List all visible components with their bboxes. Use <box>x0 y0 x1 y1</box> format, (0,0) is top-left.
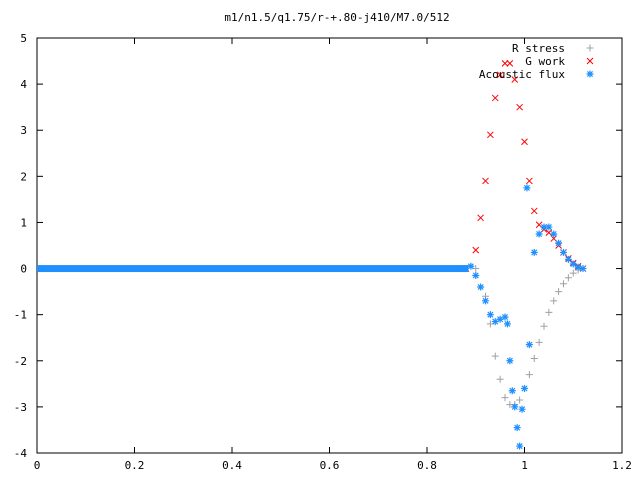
data-point <box>518 405 526 413</box>
data-point <box>496 71 504 79</box>
legend-marker <box>586 44 594 52</box>
data-point <box>545 308 553 316</box>
x-tick-label: 0.4 <box>222 459 242 472</box>
data-point <box>511 403 519 411</box>
x-tick-label: 0.2 <box>125 459 145 472</box>
data-point <box>564 255 572 263</box>
series-plus <box>472 265 587 409</box>
data-point <box>491 318 499 326</box>
y-tick-label: 1 <box>20 216 27 229</box>
data-point <box>560 248 567 256</box>
x-tick-label: 1.2 <box>612 459 632 472</box>
data-point <box>516 103 523 111</box>
data-point <box>526 177 533 185</box>
data-point <box>472 246 480 254</box>
data-point <box>545 229 553 236</box>
data-point <box>579 265 587 273</box>
data-point <box>491 352 499 360</box>
data-point <box>555 288 563 296</box>
data-point <box>496 315 504 323</box>
data-point <box>530 207 538 215</box>
data-point <box>472 271 480 279</box>
data-point <box>545 223 553 231</box>
y-tick-label: 5 <box>20 32 27 45</box>
data-point <box>530 248 538 256</box>
y-tick-label: -1 <box>14 309 27 322</box>
y-tick-label: 3 <box>20 124 27 137</box>
data-marks <box>37 60 587 450</box>
data-point <box>550 297 558 305</box>
data-point <box>516 396 524 404</box>
y-tick-label: 4 <box>20 78 27 91</box>
data-point <box>491 94 499 102</box>
data-point <box>506 60 514 67</box>
chart-title: m1/n1.5/q1.75/r-+.80-j410/M7.0/512 <box>224 11 449 24</box>
data-point <box>511 76 519 83</box>
data-point <box>535 338 543 346</box>
data-point <box>516 442 524 450</box>
data-point <box>477 214 484 222</box>
data-point <box>540 223 548 231</box>
data-point <box>525 371 533 379</box>
data-point <box>523 184 531 192</box>
legend-marker <box>586 57 594 65</box>
legend-marker <box>586 70 594 78</box>
data-point <box>487 131 494 139</box>
data-point <box>486 311 494 319</box>
data-point <box>569 269 577 277</box>
data-point <box>521 384 528 392</box>
data-point <box>503 320 511 328</box>
data-point <box>564 274 572 282</box>
data-point <box>530 354 538 362</box>
data-point <box>560 280 567 288</box>
data-point <box>467 262 475 270</box>
series-star <box>37 184 587 450</box>
data-point <box>513 424 521 432</box>
data-point <box>477 283 485 291</box>
data-point <box>496 375 504 383</box>
data-point <box>535 230 543 238</box>
legend-label: Acoustic flux <box>479 68 565 81</box>
legend-label: R stress <box>512 42 565 55</box>
data-point <box>550 230 558 238</box>
plot-frame <box>36 37 623 454</box>
series-cross <box>462 60 587 272</box>
data-point <box>508 387 516 395</box>
data-point <box>482 297 489 305</box>
data-point <box>555 239 563 247</box>
x-tick-label: 0.6 <box>320 459 340 472</box>
x-tick-label: 1 <box>521 459 528 472</box>
data-point <box>501 60 509 67</box>
data-point <box>540 322 548 330</box>
axis-ticks: 0 0.2 0.4 0.6 0.8 1 1.2 5 4 3 2 1 0 -1 -2 -3 -4 <box>14 32 632 472</box>
data-point <box>482 177 489 185</box>
y-tick-label: -3 <box>14 401 27 414</box>
y-tick-label: -4 <box>14 447 28 460</box>
x-tick-label: 0.8 <box>417 459 437 472</box>
acoustic-flux-baseline <box>37 265 469 273</box>
data-point <box>574 263 582 271</box>
data-point <box>521 138 528 146</box>
y-tick-label: -2 <box>14 355 27 368</box>
legend-label: G work <box>525 55 565 68</box>
data-point <box>569 260 577 268</box>
data-point <box>506 357 514 365</box>
data-point <box>525 341 533 349</box>
y-tick-label: 0 <box>20 263 27 276</box>
y-tick-label: 2 <box>20 170 27 183</box>
x-tick-label: 0 <box>34 459 41 472</box>
data-point <box>501 394 509 402</box>
data-point <box>501 313 509 321</box>
